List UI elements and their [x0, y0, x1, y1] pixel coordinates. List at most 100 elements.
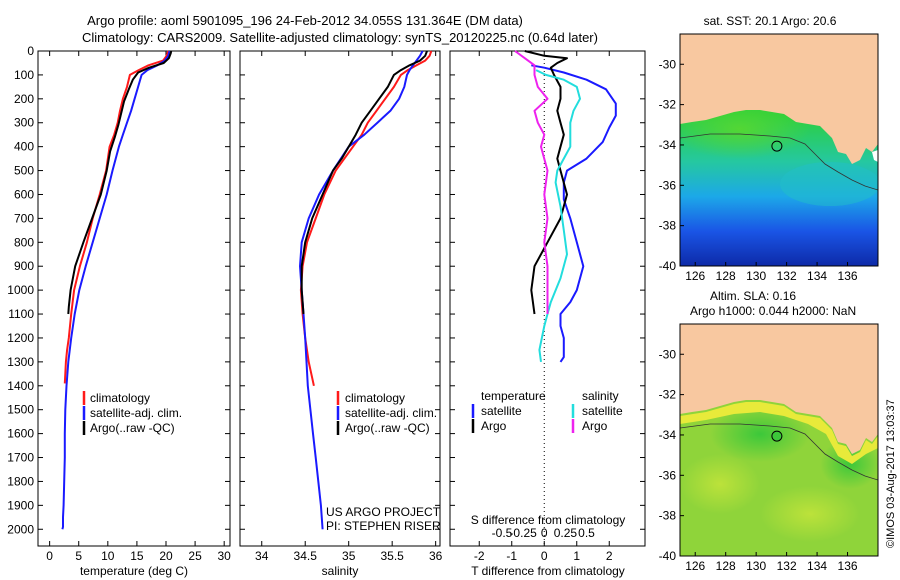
sla-map-area: [680, 324, 878, 556]
temperature-lines: [61, 50, 173, 530]
salinity-xlabel: salinity: [322, 564, 359, 578]
sst-land: [680, 34, 878, 164]
x-tick-label: 36: [429, 549, 443, 563]
sst-map-axes: 126 128 130 132 134 136 -30 -32 -34 -36 -38 -40: [659, 57, 858, 283]
x-tick-label: 2: [606, 549, 613, 563]
y-tick-label: 1900: [7, 498, 34, 512]
legend-satellite-label: satellite-adj. clim.: [345, 406, 437, 420]
y-tick-label: 1100: [8, 307, 34, 321]
pi-annotation: PI: STEPHEN RISER: [326, 519, 441, 533]
legend-climatology-label: climatology: [90, 391, 150, 405]
lon-tick-label: 134: [807, 269, 827, 283]
series-line: [300, 50, 428, 315]
lon-tick-label: 130: [746, 559, 766, 573]
lat-tick-label: -38: [659, 219, 677, 233]
lon-tick-label: 132: [777, 269, 797, 283]
sla-high-patch: [680, 454, 760, 514]
sla-low-patch: [710, 406, 810, 462]
y-tick-label: 1300: [7, 355, 34, 369]
lat-tick-label: -34: [659, 428, 677, 442]
temperature-legend: climatology satellite-adj. clim. Argo(..…: [82, 391, 182, 435]
legend-climatology-label: climatology: [345, 391, 405, 405]
x-tick-label: 5: [75, 549, 82, 563]
lon-tick-label: 134: [807, 559, 827, 573]
argo-position-marker: [771, 140, 783, 152]
y-tick-label: 1600: [7, 427, 34, 441]
sla-shelf-contour: [680, 423, 878, 481]
legend-satellite-label: satellite-adj. clim.: [90, 406, 182, 420]
lon-tick-label: 136: [838, 269, 858, 283]
temperature-plot-frame: [37, 50, 231, 547]
lon-tick-label: 126: [685, 269, 705, 283]
x-tick-label: -2: [474, 549, 485, 563]
x-tick-label: 35: [342, 549, 356, 563]
lon-tick-label: 128: [716, 559, 736, 573]
legend-t-argo-label: Argo: [481, 419, 507, 433]
lon-tick-label: 126: [685, 559, 705, 573]
s-tick-label: 0.5: [578, 526, 595, 540]
difference-lines: [514, 50, 617, 363]
x-tick-label: 35.5: [380, 549, 404, 563]
x-tick-label: 15: [130, 549, 144, 563]
y-tick-label: 2000: [7, 522, 34, 536]
lat-tick-label: -32: [659, 98, 677, 112]
sla-coastal-band: [680, 402, 878, 464]
x-tick-label: 30: [218, 549, 232, 563]
s-tick-label: -0.5: [492, 526, 513, 540]
sla-high-patch: [760, 486, 860, 542]
s-difference-axis: -0.5-0.25 0 0.25 0.5: [492, 526, 596, 540]
lat-tick-label: -40: [659, 549, 677, 563]
legend-s-satellite-label: satellite: [582, 404, 623, 418]
salinity-lines: [299, 50, 433, 530]
lon-tick-label: 130: [746, 269, 766, 283]
x-tick-label: -1: [506, 549, 517, 563]
header-line-1: Argo profile: aoml 5901095_196 24-Feb-20…: [87, 13, 523, 28]
y-tick-label: 1500: [7, 403, 34, 417]
lon-tick-label: 132: [777, 559, 797, 573]
x-tick-label: 0: [541, 549, 548, 563]
lat-tick-label: -40: [659, 259, 677, 273]
y-tick-label: 1000: [7, 283, 34, 297]
y-tick-label: 1400: [7, 379, 34, 393]
credit-text: ©IMOS 03-Aug-2017 13:03:37: [885, 399, 897, 548]
difference-plot-frame: [449, 50, 646, 547]
x-tick-label: 10: [101, 549, 115, 563]
legend-argo-label: Argo(..raw -QC): [345, 421, 430, 435]
y-tick-label: 900: [14, 259, 34, 273]
temperature-axis: 0 5 10 15 20 25 30: [46, 51, 231, 563]
sla-land: [680, 324, 878, 454]
sst-map-frame: [679, 33, 879, 267]
y-tick-label: 0: [27, 44, 34, 58]
difference-legend: temperature satellite Argo salinity sate…: [471, 389, 623, 433]
t-difference-xlabel: T difference from climatology: [471, 564, 625, 578]
lat-tick-label: -32: [659, 388, 677, 402]
lat-tick-label: -30: [659, 57, 677, 71]
legend-salinity-title: salinity: [582, 389, 619, 403]
s-tick-label: 0: [541, 526, 548, 540]
legend-s-argo-label: Argo: [582, 419, 608, 433]
y-tick-label: 1800: [7, 474, 34, 488]
temperature-xlabel: temperature (deg C): [80, 564, 188, 578]
project-annotation: US ARGO PROJECT: [326, 505, 441, 519]
x-tick-label: 20: [159, 549, 173, 563]
salinity-legend: climatology satellite-adj. clim. Argo(..…: [336, 391, 437, 435]
lon-tick-label: 136: [838, 559, 858, 573]
difference-panel: -2 -1 0 1 2 -0.5-0.25 0 0.25 0.5 T difference f…: [449, 50, 646, 578]
sla-map-panel: Altim. SLA: 0.16 Argo h1000: 0.044 h2000…: [659, 289, 879, 573]
y-tick-label: 400: [14, 140, 34, 154]
s-tick-label: 0.25: [554, 526, 578, 540]
y-tick-label: 700: [14, 211, 34, 225]
series-line: [299, 50, 424, 530]
s-difference-xlabel: S difference from climatology: [471, 513, 626, 527]
series-line: [61, 50, 171, 530]
sst-cool-patch: [780, 162, 878, 206]
lat-tick-label: -36: [659, 178, 677, 192]
sst-shelf-contour: [680, 133, 878, 191]
sla-map-axes: 126 128 130 132 134 136 -30 -32 -34 -36 -38 -40: [659, 347, 858, 573]
argo-position-marker: [771, 430, 783, 442]
x-tick-label: 34: [255, 549, 269, 563]
depth-axis: 0 100 200 300 400 500 600 700 800 900 1000 1100 1200…: [7, 44, 645, 536]
lon-tick-label: 128: [716, 269, 736, 283]
series-line: [299, 50, 433, 387]
